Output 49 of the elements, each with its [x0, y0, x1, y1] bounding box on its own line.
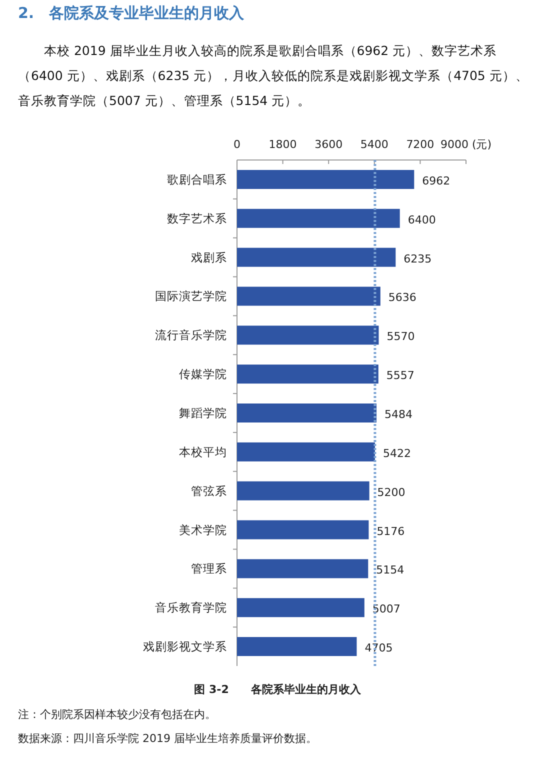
y-tick-label: 传媒学院 [179, 367, 227, 382]
data-label: 5484 [384, 408, 413, 421]
data-label: 6235 [404, 252, 432, 266]
bar [237, 170, 414, 189]
bar [237, 520, 369, 540]
x-tick-label: 3600 [314, 138, 343, 151]
y-tick-label: 数字艺术系 [167, 211, 227, 226]
y-tick-label: 音乐教育学院 [155, 600, 227, 615]
bar [237, 286, 380, 306]
y-tick-label: 戏剧影视文学系 [143, 640, 227, 654]
x-tick-label: 7200 [406, 138, 434, 151]
y-tick-label: 戏剧系 [191, 250, 227, 264]
data-label: 5007 [372, 602, 400, 616]
bar [237, 559, 368, 578]
x-tick-label: 5400 [360, 138, 388, 151]
bar [237, 442, 375, 462]
y-tick-label: 美术学院 [179, 522, 227, 537]
bar [237, 481, 370, 500]
x-tick-label: 9000 (元) [440, 138, 492, 151]
bar [237, 364, 378, 384]
x-tick-label: 0 [234, 138, 240, 151]
bar [237, 598, 364, 618]
y-tick-label: 国际演艺学院 [155, 289, 227, 304]
y-tick-label: 管理系 [191, 562, 227, 576]
data-label: 5557 [386, 369, 414, 382]
bar [237, 208, 400, 228]
bar [237, 404, 377, 422]
data-label: 5200 [377, 486, 406, 499]
x-tick-label: 1800 [268, 138, 297, 151]
data-label: 5570 [386, 330, 415, 344]
bar [237, 326, 379, 345]
data-label: 5154 [376, 564, 404, 577]
data-label: 5422 [382, 446, 411, 460]
y-tick-label: 舞蹈学院 [179, 406, 227, 420]
data-label: 5176 [376, 524, 405, 538]
data-label: 6962 [422, 174, 450, 188]
caption: 图 3-2 各院系毕业生的月收入 [193, 682, 362, 697]
source-note: 数据来源：四川音乐学院 2019 届毕业生培养质量评价数据。 [18, 731, 317, 746]
chart-subtitle: 本校 2019 届毕业生月收入较高的院系是歌剧合唱系（6962 元）、数字艺术系（6400 元）、戏剧系（6235 元），月收入较低的院系是戏剧影视文学系（4705 元）、音乐教育学院（5007 元）、管理系（5154 元）。 [18, 42, 530, 110]
y-tick-label: 本校平均 [179, 444, 227, 459]
y-tick-label: 管弦系 [191, 484, 227, 498]
y-tick-label: 流行音乐学院 [155, 328, 227, 342]
bar [237, 248, 396, 267]
text: 注：个别院系因样本较少没有包括在内。 [18, 707, 216, 722]
bar [237, 637, 357, 656]
data-label: 6400 [408, 213, 436, 226]
y-tick-label: 歌剧合唱系 [167, 172, 227, 186]
data-label: 5636 [388, 291, 416, 304]
chart-title: 2. 各院系及专业毕业生的月收入 [18, 4, 244, 23]
